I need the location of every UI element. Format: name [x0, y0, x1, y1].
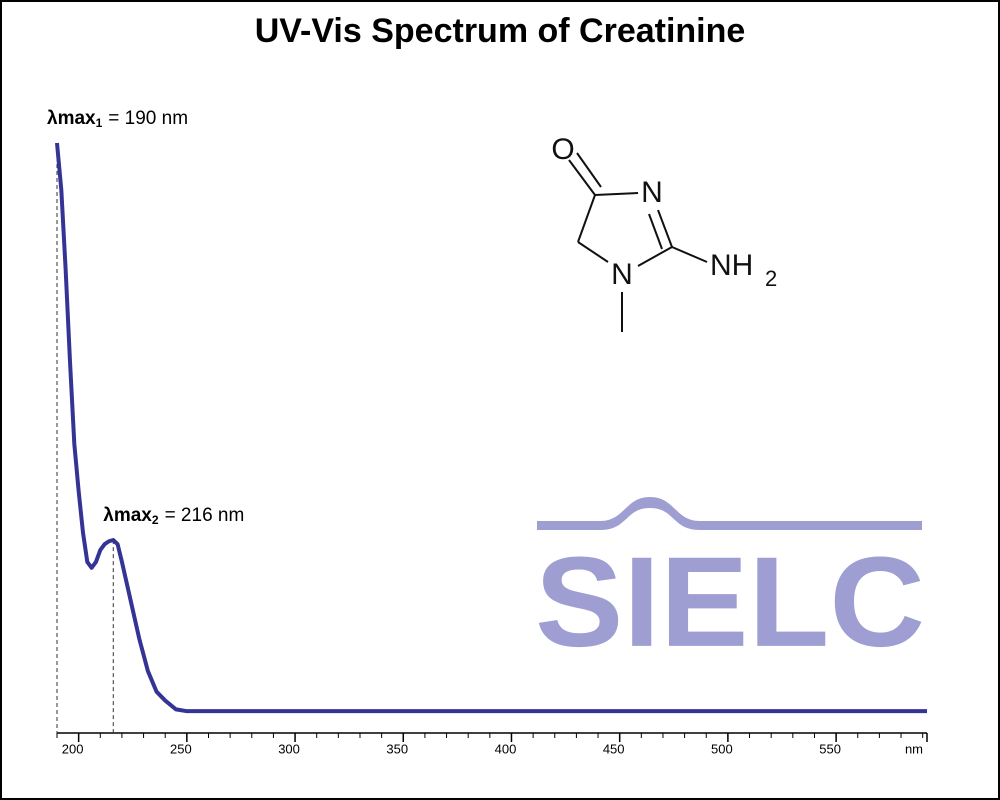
atom-label: O	[551, 133, 574, 166]
logo-wave	[537, 497, 922, 530]
logo: SIELC	[535, 497, 925, 674]
bond	[657, 209, 673, 248]
annotation-text: = 190 nm	[108, 108, 188, 129]
bond	[576, 152, 602, 188]
logo-text: SIELC	[535, 531, 925, 674]
chart-title: UV-Vis Spectrum of Creatinine	[255, 12, 746, 50]
annotation: λmax1 = 190 nm	[47, 108, 188, 130]
annotation-label: λmax	[47, 108, 96, 129]
atom-label: N	[641, 176, 663, 209]
spectrum-line	[55, 142, 927, 714]
atom-label: NH	[710, 249, 753, 282]
annotation-label: λmax	[103, 505, 152, 526]
bond	[568, 159, 596, 196]
x-tick-label: 200	[62, 741, 84, 756]
structure-labels: O N N NH 2	[551, 133, 777, 291]
x-tick-label: 450	[603, 741, 625, 756]
bond	[594, 192, 639, 196]
bond	[577, 194, 596, 243]
x-tick-label: 400	[495, 741, 517, 756]
x-tick-label: 350	[386, 741, 408, 756]
x-tick-label: 500	[711, 741, 733, 756]
atom-subscript: 2	[765, 266, 777, 291]
bond	[671, 246, 708, 263]
bond	[648, 213, 663, 250]
annotation-subscript: 2	[152, 513, 159, 527]
x-tick-label: 250	[170, 741, 192, 756]
x-tick-label: 550	[819, 741, 841, 756]
structure	[568, 152, 708, 332]
x-axis-label: nm	[905, 741, 923, 756]
annotation-subscript: 1	[96, 116, 103, 130]
atom-label: N	[611, 258, 633, 291]
bond	[637, 246, 673, 267]
bond	[577, 241, 609, 263]
x-tick-label: 300	[278, 741, 300, 756]
annotation-text: = 216 nm	[165, 505, 245, 526]
annotation: λmax2 = 216 nm	[103, 505, 244, 527]
